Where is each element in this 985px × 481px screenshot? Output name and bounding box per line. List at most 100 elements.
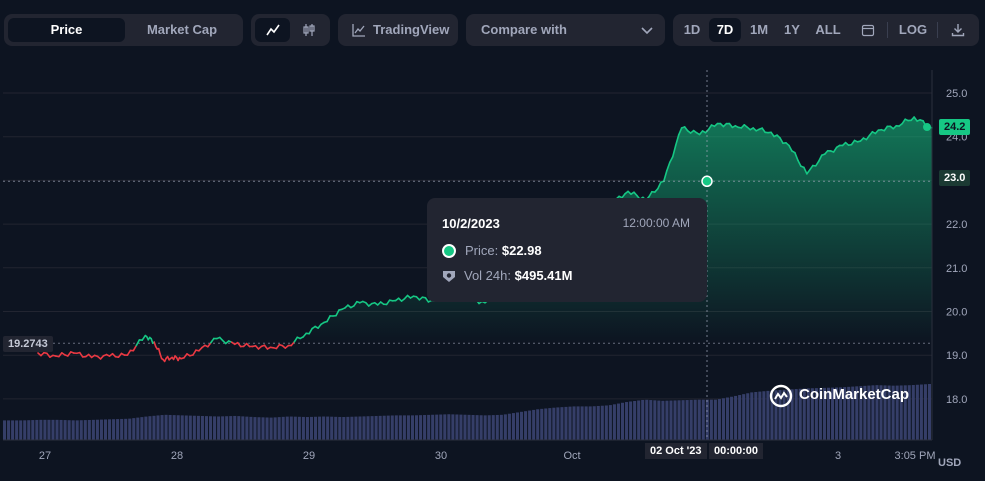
- volume-bar: [604, 405, 608, 440]
- volume-bar: [301, 416, 305, 440]
- volume-bar: [524, 411, 528, 440]
- volume-bar: [859, 386, 863, 440]
- line-chart-button[interactable]: [255, 18, 290, 42]
- candlestick-button[interactable]: [291, 18, 326, 42]
- volume-bar: [721, 398, 726, 440]
- volume-bar: [879, 385, 883, 440]
- volume-bar: [633, 400, 637, 440]
- volume-bar: [11, 420, 15, 440]
- price-line-segment: [207, 341, 212, 348]
- hover-price-tag: 23.0: [939, 170, 971, 186]
- volume-bar: [79, 420, 83, 440]
- volume-bar: [826, 387, 831, 440]
- volume-bar: [7, 420, 11, 440]
- volume-bar: [629, 401, 633, 440]
- volume-bar: [778, 390, 782, 440]
- price-line-segment: [728, 122, 734, 129]
- volume-bar: [152, 415, 156, 440]
- volume-bar: [309, 416, 314, 440]
- price-line-segment: [770, 131, 775, 138]
- compare-dropdown[interactable]: Compare with: [466, 14, 665, 46]
- price-line-segment: [210, 337, 215, 344]
- volume-bar: [507, 413, 511, 440]
- volume-bar: [180, 415, 184, 440]
- volume-bar: [43, 419, 47, 440]
- volume-bar: [528, 410, 532, 440]
- volume-bar: [645, 399, 649, 440]
- range-1m[interactable]: 1M: [749, 22, 769, 37]
- tab-market-cap[interactable]: Market Cap: [146, 22, 218, 37]
- volume-bar: [637, 400, 641, 440]
- volume-bar: [71, 420, 75, 440]
- volume-bar: [810, 388, 814, 440]
- price-line-segment: [135, 339, 141, 347]
- volume-bar: [568, 406, 572, 440]
- volume-bar: [588, 406, 592, 440]
- volume-bar: [790, 389, 794, 440]
- volume-bar: [564, 406, 568, 440]
- volume-bar: [63, 420, 67, 440]
- volume-bar: [863, 385, 867, 440]
- volume-bar: [479, 415, 483, 440]
- price-line-segment: [806, 169, 811, 175]
- price-line-segment: [192, 349, 197, 356]
- chart-area[interactable]: 25.024.023.022.021.020.019.018.027282930…: [0, 60, 985, 481]
- price-line-segment: [326, 315, 331, 323]
- range-1y[interactable]: 1Y: [784, 22, 800, 37]
- price-line-segment: [275, 343, 281, 350]
- volume-bar: [899, 385, 903, 440]
- tooltip-volume-row: Vol 24h: $495.41M: [442, 268, 572, 283]
- tradingview-button[interactable]: TradingView: [338, 14, 458, 46]
- volume-bar: [217, 416, 221, 440]
- volume-bar: [398, 415, 402, 440]
- volume-bar: [3, 420, 7, 440]
- y-tick-label: 22.0: [946, 219, 967, 231]
- volume-bar: [758, 391, 762, 440]
- volume-bar: [822, 387, 826, 440]
- volume-bar: [499, 414, 503, 440]
- calendar-button[interactable]: [853, 18, 883, 42]
- volume-bar: [814, 388, 818, 440]
- volume-bar: [903, 385, 907, 440]
- volume-bar: [665, 400, 669, 440]
- volume-bar: [835, 387, 839, 440]
- range-7d[interactable]: 7D: [709, 18, 741, 42]
- currency-label: USD: [938, 457, 962, 469]
- y-tick-label: 19.0: [946, 350, 967, 362]
- volume-bar: [766, 390, 770, 440]
- volume-bar: [431, 414, 435, 440]
- volume-bar: [463, 414, 467, 440]
- volume-bar: [923, 384, 927, 440]
- volume-bar: [427, 414, 431, 440]
- tooltip-time: 12:00:00 AM: [622, 216, 690, 230]
- volume-bar: [59, 419, 63, 440]
- volume-bar: [103, 419, 108, 440]
- volume-bar: [136, 417, 140, 440]
- volume-bar: [895, 385, 899, 440]
- tab-price[interactable]: Price: [8, 18, 125, 42]
- range-1d[interactable]: 1D: [683, 22, 701, 37]
- volume-bar: [233, 415, 237, 440]
- log-scale-button[interactable]: LOG: [898, 22, 928, 37]
- chart-type-toggle: [251, 14, 330, 46]
- volume-bar: [350, 416, 354, 440]
- volume-bar: [184, 415, 188, 440]
- volume-bar: [584, 406, 588, 440]
- volume-bar: [221, 416, 225, 440]
- volume-bar: [794, 389, 798, 440]
- volume-bar: [770, 390, 774, 440]
- volume-bar: [843, 387, 847, 440]
- volume-bar: [192, 415, 196, 440]
- volume-bar: [55, 419, 59, 440]
- price-line-segment: [779, 137, 784, 145]
- volume-bar: [782, 389, 786, 440]
- volume-bar: [855, 386, 859, 440]
- volume-bar: [382, 415, 386, 440]
- price-line-segment: [677, 127, 683, 136]
- volume-bar: [75, 420, 79, 440]
- hover-tooltip: 10/2/2023 12:00:00 AM Price: $22.98 Vol …: [427, 198, 707, 302]
- price-line-segment: [335, 309, 340, 317]
- range-all[interactable]: ALL: [815, 22, 841, 37]
- download-button[interactable]: [943, 18, 973, 42]
- price-line-segment: [883, 125, 889, 132]
